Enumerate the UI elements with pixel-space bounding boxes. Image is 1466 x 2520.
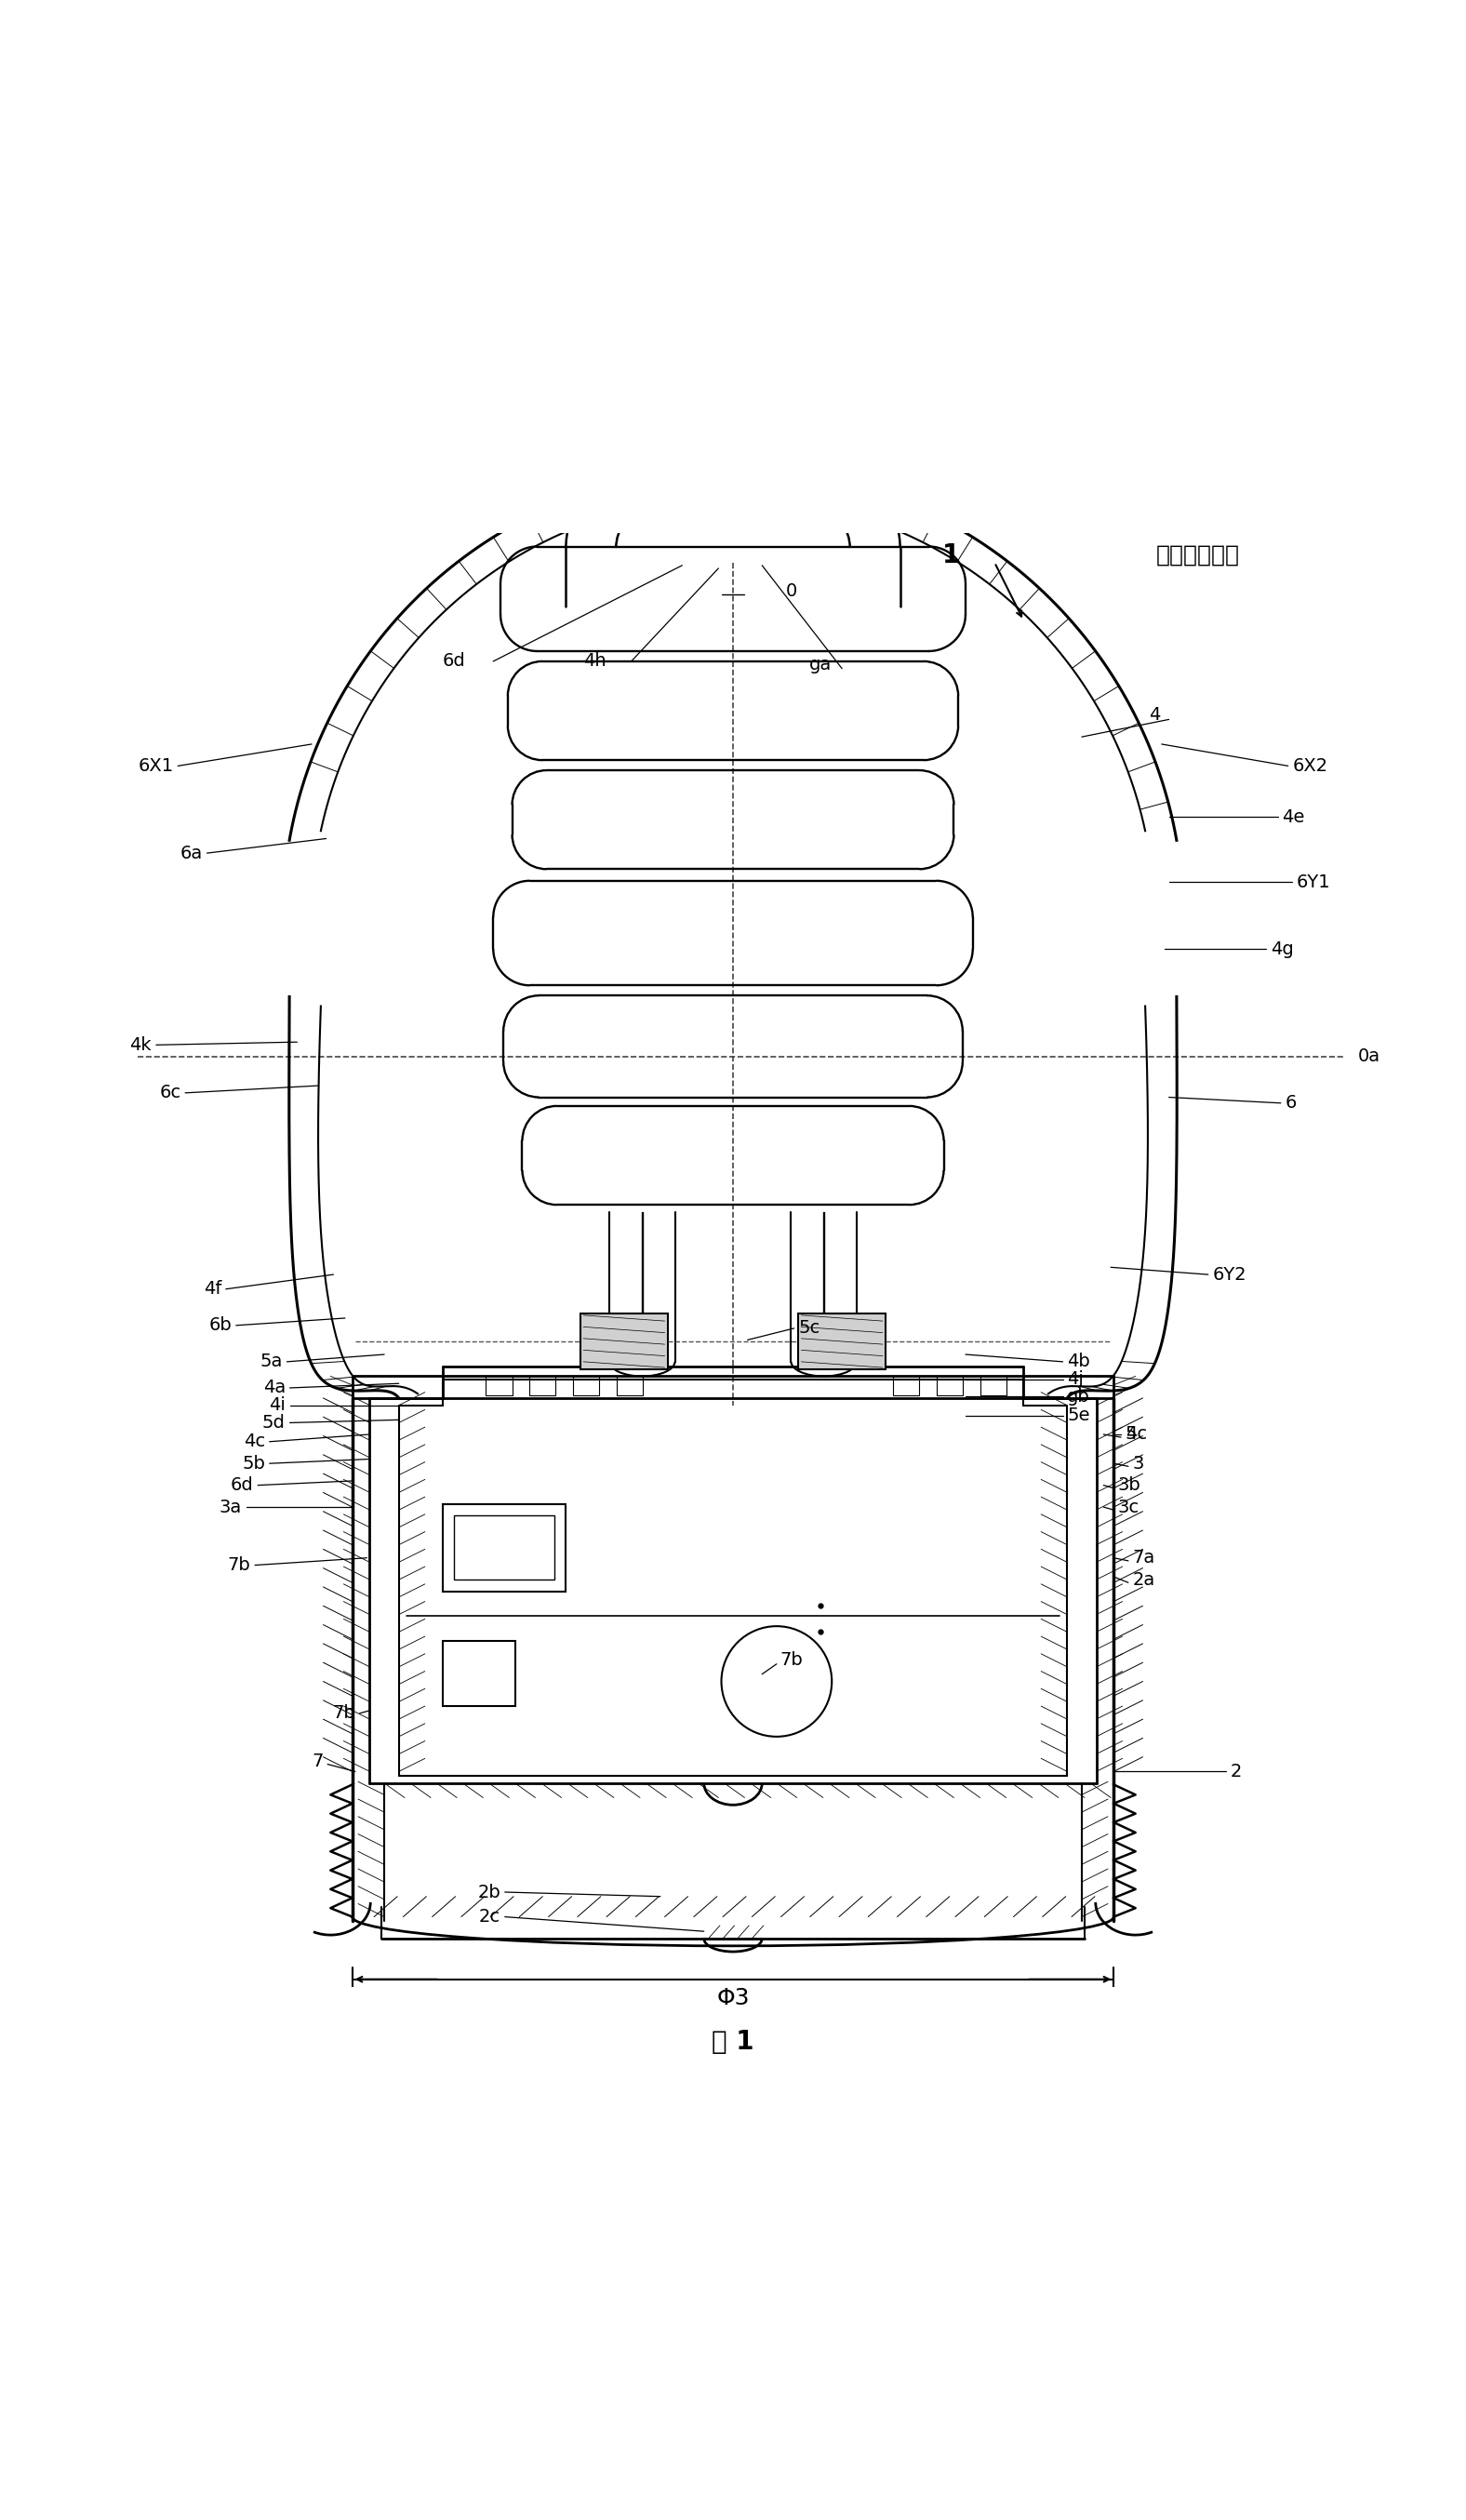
Bar: [893, 1376, 919, 1396]
Bar: [937, 1376, 963, 1396]
Bar: [573, 1376, 600, 1396]
Text: 0: 0: [786, 582, 798, 600]
Text: Φ3: Φ3: [717, 1988, 749, 2008]
Text: 5c: 5c: [799, 1320, 819, 1338]
Text: 4k: 4k: [130, 1036, 152, 1053]
Text: 6Y1: 6Y1: [1297, 874, 1331, 892]
Bar: [443, 1504, 566, 1590]
Text: 图 1: 图 1: [712, 2029, 754, 2054]
Text: 4f: 4f: [204, 1280, 221, 1298]
Text: 4b: 4b: [1067, 1353, 1091, 1371]
Text: 5d: 5d: [262, 1414, 286, 1431]
Text: 1: 1: [943, 542, 960, 567]
Text: 4c: 4c: [243, 1434, 265, 1452]
Text: 6a: 6a: [180, 844, 202, 862]
Text: 7a: 7a: [1133, 1550, 1155, 1567]
Text: 4e: 4e: [1283, 809, 1305, 827]
Text: 3b: 3b: [1119, 1477, 1141, 1494]
Bar: [529, 1376, 556, 1396]
Bar: [581, 1313, 667, 1368]
Bar: [981, 1376, 1006, 1396]
Text: 7: 7: [312, 1751, 323, 1769]
Text: 2: 2: [1230, 1761, 1242, 1779]
Text: 3: 3: [1133, 1454, 1143, 1472]
Text: 3a: 3a: [220, 1499, 242, 1517]
Text: 6X2: 6X2: [1293, 756, 1328, 774]
Text: 0a: 0a: [1358, 1048, 1381, 1066]
Bar: [799, 1313, 885, 1368]
Text: 4: 4: [1149, 706, 1160, 723]
Text: gb: gb: [1067, 1389, 1091, 1406]
Text: 4h: 4h: [583, 653, 607, 670]
Bar: [485, 1376, 512, 1396]
Text: 2a: 2a: [1133, 1570, 1155, 1588]
Text: ga: ga: [809, 655, 831, 673]
Text: 4c: 4c: [1126, 1426, 1146, 1444]
Text: 6Y2: 6Y2: [1212, 1265, 1246, 1283]
Text: 6d: 6d: [230, 1477, 254, 1494]
Text: 7b: 7b: [780, 1651, 802, 1668]
Text: 6c: 6c: [160, 1084, 180, 1101]
Text: 灯泡形荧光灯: 灯泡形荧光灯: [1157, 544, 1240, 567]
Text: 4j: 4j: [1067, 1371, 1083, 1389]
Text: 6d: 6d: [443, 653, 466, 670]
Bar: [617, 1376, 644, 1396]
Text: 6X1: 6X1: [138, 756, 173, 774]
Text: 4i: 4i: [268, 1396, 286, 1414]
Text: 4g: 4g: [1271, 940, 1293, 958]
Text: 2c: 2c: [479, 1908, 500, 1925]
Text: 7b: 7b: [227, 1557, 251, 1575]
Text: 7b: 7b: [333, 1704, 355, 1721]
Text: 5e: 5e: [1067, 1406, 1091, 1424]
Text: 6: 6: [1286, 1094, 1297, 1111]
Text: 5b: 5b: [242, 1454, 265, 1472]
Text: 2b: 2b: [478, 1882, 500, 1900]
Text: 6b: 6b: [208, 1315, 232, 1333]
Bar: [454, 1515, 554, 1580]
Text: 5a: 5a: [259, 1353, 283, 1371]
Text: 3c: 3c: [1119, 1499, 1139, 1517]
Text: 5: 5: [1126, 1426, 1138, 1444]
Text: 4a: 4a: [262, 1378, 286, 1396]
Bar: [443, 1641, 515, 1706]
